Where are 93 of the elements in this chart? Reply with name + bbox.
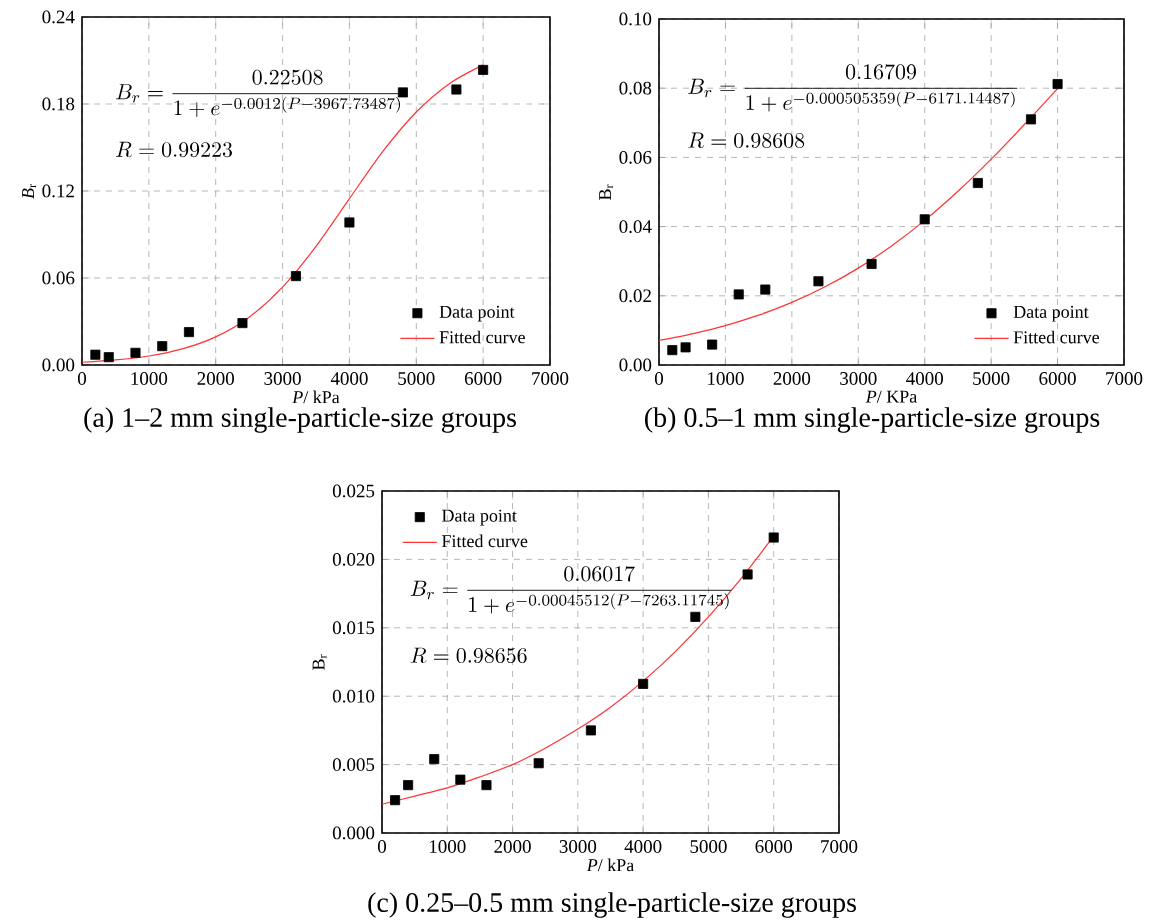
point	[972, 178, 983, 189]
x-axis-title: P/ KPa	[865, 390, 917, 403]
point	[103, 352, 114, 363]
x-tick-label: 6000	[464, 372, 502, 385]
point	[344, 217, 355, 228]
y-tick-label: 0.000	[332, 826, 375, 840]
point	[390, 795, 401, 806]
point	[130, 347, 141, 358]
y-axis-title: B$_{r}$	[22, 184, 36, 199]
x-tick-label: 0	[77, 372, 87, 385]
point	[157, 341, 168, 352]
point	[451, 84, 462, 95]
x-tick-label: 4000	[624, 840, 662, 853]
y-axis-title: B$_{r}$	[312, 654, 327, 670]
y-tick-label: 0.04	[619, 220, 652, 234]
point	[707, 339, 718, 350]
y-tick-label: 0.02	[619, 289, 651, 303]
y-tick-label: 0.24	[42, 10, 75, 24]
y-tick-label: 0.00	[42, 358, 75, 372]
y-tick-label: 0.12	[42, 184, 74, 198]
x-tick-label: 1000	[708, 372, 744, 385]
point	[1052, 79, 1063, 90]
x-tick-label: 3000	[840, 372, 877, 385]
y-tick-label: 0.015	[332, 621, 375, 635]
point	[533, 758, 544, 769]
text: (c) 0.25–0.5 mm single-particle-size groups	[368, 892, 856, 918]
x-tick-label: 1000	[429, 840, 466, 853]
point	[455, 774, 466, 785]
x-tick-label: 3000	[264, 372, 301, 385]
y-tick-label: 0.00	[619, 358, 652, 372]
x-tick-label: 2000	[773, 372, 811, 385]
x-tick-label: 3000	[559, 840, 597, 853]
point	[742, 569, 753, 580]
x-tick-label: 1000	[131, 372, 168, 385]
point	[680, 342, 691, 353]
annotation: $B_r = \frac{0.22508}{1+e^{-0.0012(P-3967.73487)}}$	[116, 69, 403, 117]
x-axis-title: P/ kPa	[292, 390, 340, 404]
point	[638, 678, 649, 689]
text: (a) 1–2 mm single-particle-size groups	[84, 407, 516, 433]
legend-label: Fitted curve	[441, 534, 528, 548]
x-tick-label: 0	[377, 840, 387, 853]
annotation: $R = 0.98656$	[410, 647, 527, 664]
x-tick-label: 6000	[1039, 372, 1076, 385]
legend-label: Fitted curve	[439, 330, 525, 344]
x-axis-title: P/ kPa	[586, 858, 634, 872]
annotation: $B_r = \frac{0.06017}{1+e^{-0.00045512(P-7263.11745)}}$	[410, 566, 732, 614]
y-tick-label: 0.06	[42, 271, 75, 285]
point	[90, 349, 101, 360]
point	[183, 327, 194, 338]
x-tick-label: 5000	[973, 372, 1010, 385]
annotation: $R = 0.98608$	[688, 132, 805, 149]
x-tick-label: 2000	[494, 840, 531, 853]
y-tick-label: 0.06	[619, 150, 652, 164]
point	[478, 64, 489, 75]
x-tick-label: 4000	[330, 372, 368, 385]
x-tick-label: 7000	[532, 372, 569, 385]
point	[866, 258, 877, 269]
text: (b) 0.5–1 mm single-particle-size groups	[645, 407, 1100, 433]
annotation: $R = 0.99223$	[116, 141, 232, 158]
annotation: $B_r = \frac{0.16709}{1+e^{-0.000505359(P-6171.14487)}}$	[688, 64, 1018, 112]
x-tick-label: 5000	[690, 840, 727, 853]
point	[429, 754, 440, 765]
y-axis-title: B$_{r}$	[599, 184, 613, 200]
legend-label: Data point	[439, 305, 515, 322]
legend-label: Data point	[1013, 305, 1089, 322]
point	[237, 318, 248, 329]
point	[760, 284, 771, 295]
x-tick-label: 0	[654, 372, 664, 385]
point	[813, 276, 824, 287]
legend-label: Data point	[441, 509, 517, 526]
x-tick-label: 2000	[197, 372, 234, 385]
point	[919, 214, 930, 225]
y-tick-label: 0.08	[619, 81, 652, 95]
y-tick-label: 0.10	[619, 12, 652, 26]
point	[733, 289, 744, 300]
x-tick-label: 6000	[755, 840, 792, 853]
x-tick-label: 5000	[398, 372, 435, 385]
y-tick-label: 0.020	[332, 552, 375, 566]
point	[481, 780, 492, 791]
point	[403, 780, 414, 791]
point	[585, 725, 596, 736]
x-tick-label: 7000	[821, 840, 858, 853]
point	[1026, 114, 1037, 125]
point	[667, 345, 678, 356]
point	[768, 532, 779, 543]
point	[290, 271, 301, 282]
y-tick-label: 0.18	[42, 97, 75, 111]
legend-label: Fitted curve	[1013, 330, 1100, 344]
x-tick-label: 7000	[1106, 372, 1143, 385]
y-tick-label: 0.025	[332, 484, 375, 498]
y-tick-label: 0.010	[332, 689, 375, 703]
x-tick-label: 4000	[906, 372, 943, 385]
y-tick-label: 0.005	[332, 758, 375, 772]
